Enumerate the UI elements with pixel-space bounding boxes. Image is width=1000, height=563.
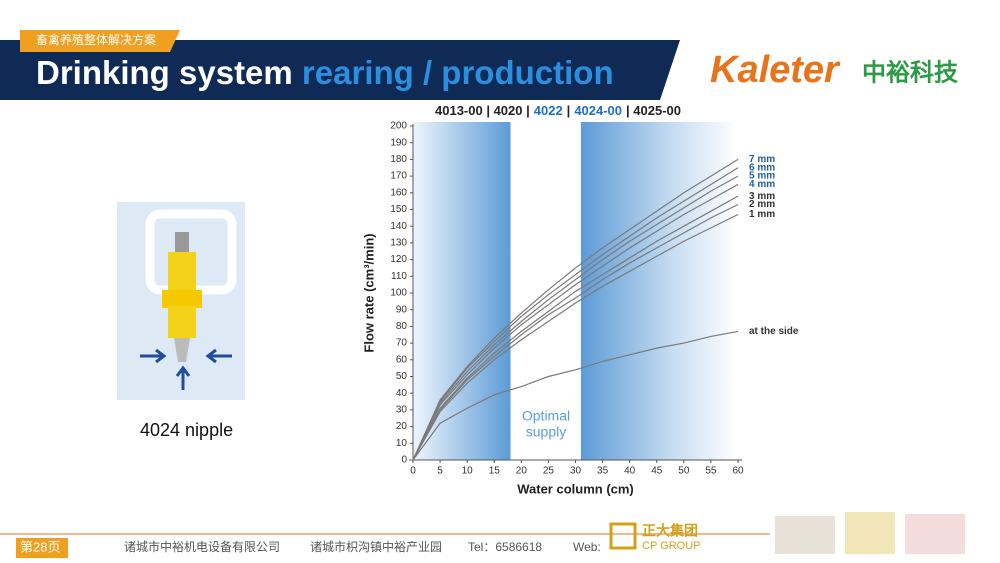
x-tick-label: 30 [570,466,582,477]
y-tick-label: 200 [390,121,407,132]
header-tag: 畜禽养殖整体解决方案 [36,32,156,47]
footer-address: 诸城市枳沟镇中裕产业园 [310,539,442,554]
model-segment: | [567,103,571,118]
series-line [412,330,739,461]
x-tick-label: 55 [705,466,717,477]
y-tick-label: 70 [396,338,408,349]
x-tick-label: 0 [410,466,416,477]
title-plain: Drinking system [36,54,293,91]
band-label: supply [526,424,566,440]
model-segment: | 4025-00 [626,103,681,118]
y-tick-label: 80 [396,321,408,332]
page-number: 第28页 [20,539,60,554]
x-tick-label: 5 [437,466,443,477]
y-tick-label: 140 [390,221,407,232]
x-axis-label: Water column (cm) [517,481,634,496]
series-label: at the side [749,326,799,337]
logo-brand: Kaleter [710,49,841,91]
series-label: 1 mm [749,209,775,220]
header-tag-bg [20,30,180,52]
series-line [412,167,739,461]
supply-band [580,122,738,460]
pig-photo [905,514,965,554]
group-cn: 正大集团 [642,523,698,539]
y-tick-label: 110 [391,271,407,282]
model-segment: 4022 [534,103,563,118]
footer-tel: Tel：6586618 [468,540,542,554]
y-tick-label: 100 [390,288,407,299]
y-tick-label: 60 [396,354,408,365]
y-tick-label: 170 [390,171,407,182]
x-tick-label: 15 [489,466,501,477]
x-tick-label: 10 [462,466,474,477]
series-line [412,183,739,461]
header-banner [0,40,680,100]
y-tick-label: 160 [390,187,407,198]
x-tick-label: 60 [732,466,744,477]
cp-logo [609,522,637,550]
x-tick-label: 50 [678,466,690,477]
header-title: Drinking system rearing / production [36,54,614,91]
footer-company: 诸城市中裕机电设备有限公司 [124,539,280,554]
series-label: 7 mm [749,154,775,165]
band-label: Optimal [522,408,570,424]
series-line [412,195,739,461]
series-label: 6 mm [749,162,775,173]
y-tick-label: 150 [390,204,407,215]
y-tick-label: 20 [396,421,408,432]
series-label: 4 mm [749,179,775,190]
nipple-image [117,202,245,400]
group-en: CP GROUP [642,540,700,552]
series-label: 2 mm [749,199,775,210]
y-tick-label: 30 [396,405,408,416]
series-line [412,213,739,461]
y-tick-label: 120 [390,254,407,265]
model-header: 4013-00 | 4020 | 4022 | 4024-00 | 4025-00 [435,103,681,118]
x-tick-label: 35 [597,466,609,477]
x-tick-label: 45 [651,466,663,477]
y-tick-label: 180 [390,154,407,165]
series-line [412,203,739,461]
page-bg [16,538,68,558]
y-tick-label: 10 [396,438,408,449]
x-tick-label: 25 [543,466,555,477]
supply-band [413,122,511,460]
model-segment: 4013-00 | 4020 | [435,103,530,118]
y-tick-label: 90 [396,304,408,315]
product-caption: 4024 nipple [140,420,233,440]
y-tick-label: 50 [396,371,408,382]
chickens-photo [775,516,835,554]
y-tick-label: 190 [390,137,407,148]
series-label: 5 mm [749,171,775,182]
x-tick-label: 40 [624,466,636,477]
y-tick-label: 0 [401,455,407,466]
footer-web: Web: [573,540,601,554]
series-label: 3 mm [749,191,775,202]
logo-name: 中裕科技 [862,58,959,86]
y-tick-label: 40 [396,388,408,399]
title-highlight: rearing / production [302,54,614,91]
series-line [412,175,739,461]
series-line [412,158,739,461]
y-axis-label: Flow rate (cm³/min) [361,233,376,352]
x-tick-label: 20 [516,466,528,477]
duckling-photo [845,512,895,554]
model-segment: 4024-00 [574,103,622,118]
y-tick-label: 130 [390,238,407,249]
